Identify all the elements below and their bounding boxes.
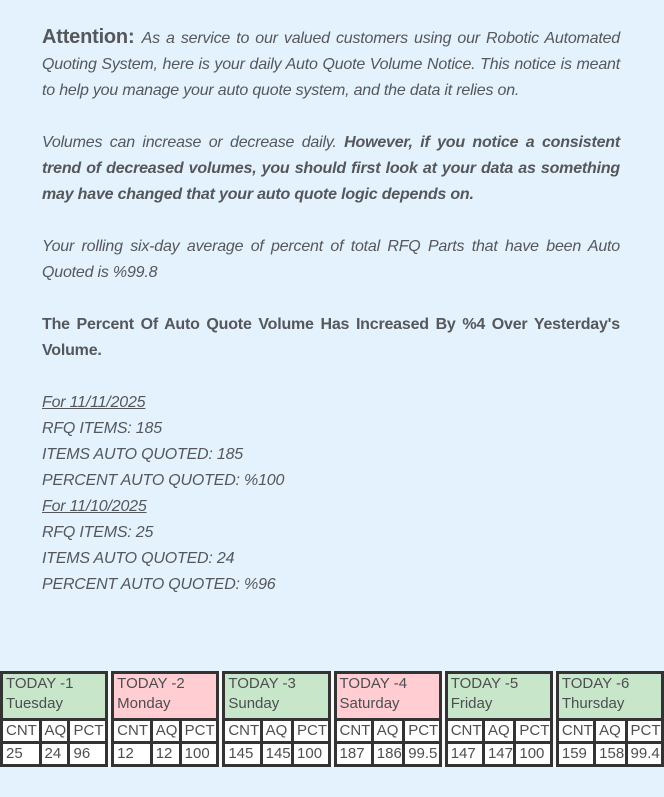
day-header: TODAY -6 Thursday	[558, 674, 662, 718]
value-cell: 24	[41, 744, 68, 764]
volumes-warning-text: However, if you notice a consistent tren…	[42, 134, 620, 203]
value-cell: 99.4	[627, 744, 662, 764]
column-header-row: CNT AQ PCT	[447, 721, 550, 741]
value-cell: 145	[225, 744, 260, 764]
detail-line-rfq-items: RFQ ITEMS: 185	[42, 420, 162, 437]
day-header: TODAY -3 Sunday	[225, 674, 328, 718]
value-row: 12 12 100	[114, 744, 217, 764]
column-header: AQ	[152, 721, 179, 741]
day-header: TODAY -1 Tuesday	[3, 674, 106, 718]
detail-line-items-auto-quoted: ITEMS AUTO QUOTED: 24	[42, 550, 235, 567]
day-table-2: TODAY -2 Monday CNT AQ PCT 12 12 100	[111, 671, 220, 767]
column-header: CNT	[3, 721, 39, 741]
value-row: 159 158 99.4	[558, 744, 662, 764]
column-header-row: CNT AQ PCT	[558, 721, 662, 741]
column-header: AQ	[262, 721, 292, 741]
column-header: PCT	[405, 721, 439, 741]
value-cell: 147	[447, 744, 482, 764]
value-row: 187 186 99.5	[336, 744, 439, 764]
value-cell: 100	[294, 744, 328, 764]
detail-line-items-auto-quoted: ITEMS AUTO QUOTED: 185	[42, 446, 243, 463]
day-offset-label: TODAY -4	[339, 675, 408, 692]
value-cell: 186	[373, 744, 403, 764]
volume-change-heading: The Percent Of Auto Quote Volume Has Inc…	[42, 316, 620, 359]
value-row: 25 24 96	[3, 744, 106, 764]
column-header-row: CNT AQ PCT	[336, 721, 439, 741]
column-header: CNT	[447, 721, 482, 741]
value-cell: 147	[484, 744, 514, 764]
day-name-label: Saturday	[339, 695, 400, 712]
day-tables-row: TODAY -1 Tuesday CNT AQ PCT 25 24 96 TODAY -2 Mon…	[0, 671, 664, 767]
day-table-1: TODAY -1 Tuesday CNT AQ PCT 25 24 96	[0, 671, 109, 767]
column-header: PCT	[294, 721, 328, 741]
column-header: AQ	[41, 721, 68, 741]
value-cell: 12	[114, 744, 150, 764]
day-offset-label: TODAY -1	[6, 675, 74, 692]
attention-intro-text: As a service to our valued customers usi…	[42, 30, 620, 99]
column-header: PCT	[70, 721, 106, 741]
column-header: CNT	[336, 721, 371, 741]
date-heading: For 11/11/2025	[42, 394, 146, 411]
day-name-label: Friday	[450, 695, 493, 712]
value-cell: 96	[70, 744, 106, 764]
volume-trend-paragraph: Volumes can increase or decrease daily. …	[42, 130, 620, 208]
volumes-normal-text: Volumes can increase or decrease daily.	[42, 134, 345, 151]
day-name-label: Monday	[117, 695, 171, 712]
column-header: CNT	[558, 721, 594, 741]
column-header-row: CNT AQ PCT	[114, 721, 217, 741]
column-header: CNT	[225, 721, 260, 741]
day-header: TODAY -4 Saturday	[336, 674, 439, 718]
day-offset-label: TODAY -6	[561, 675, 630, 692]
value-cell: 25	[3, 744, 39, 764]
daily-detail-section: For 11/11/2025 RFQ ITEMS: 185 ITEMS AUTO…	[42, 390, 620, 598]
day-table-6: TODAY -6 Thursday CNT AQ PCT 159 158 99.4	[555, 671, 664, 767]
column-header: CNT	[114, 721, 150, 741]
attention-paragraph: Attention: As a service to our valued cu…	[42, 24, 620, 104]
value-cell: 100	[516, 744, 550, 764]
value-cell: 145	[262, 744, 292, 764]
day-offset-label: TODAY -2	[117, 675, 185, 692]
value-cell: 99.5	[405, 744, 439, 764]
column-header-row: CNT AQ PCT	[225, 721, 328, 741]
day-header: TODAY -5 Friday	[447, 674, 550, 718]
value-row: 145 145 100	[225, 744, 328, 764]
attention-label: Attention:	[42, 26, 142, 48]
detail-line-percent-auto-quoted: PERCENT AUTO QUOTED: %96	[42, 576, 276, 593]
day-table-5: TODAY -5 Friday CNT AQ PCT 147 147 100	[444, 671, 553, 767]
day-table-3: TODAY -3 Sunday CNT AQ PCT 145 145 100	[222, 671, 331, 767]
day-table-4: TODAY -4 Saturday CNT AQ PCT 187 186 99.5	[333, 671, 442, 767]
column-header: AQ	[373, 721, 403, 741]
value-cell: 187	[336, 744, 371, 764]
notice-body: Attention: As a service to our valued cu…	[42, 24, 620, 598]
day-offset-label: TODAY -3	[228, 675, 296, 692]
date-heading: For 11/10/2025	[42, 498, 147, 515]
value-cell: 100	[181, 744, 217, 764]
value-row: 147 147 100	[447, 744, 550, 764]
day-offset-label: TODAY -5	[450, 675, 519, 692]
detail-line-rfq-items: RFQ ITEMS: 25	[42, 524, 154, 541]
column-header-row: CNT AQ PCT	[3, 721, 106, 741]
column-header: PCT	[516, 721, 550, 741]
day-header: TODAY -2 Monday	[114, 674, 217, 718]
value-cell: 12	[152, 744, 179, 764]
day-name-label: Thursday	[561, 695, 625, 712]
value-cell: 159	[558, 744, 594, 764]
column-header: PCT	[627, 721, 662, 741]
value-cell: 158	[596, 744, 625, 764]
rolling-average-paragraph: Your rolling six-day average of percent …	[42, 238, 620, 281]
day-name-label: Sunday	[228, 695, 280, 712]
detail-line-percent-auto-quoted: PERCENT AUTO QUOTED: %100	[42, 472, 285, 489]
column-header: AQ	[484, 721, 514, 741]
day-name-label: Tuesday	[6, 695, 63, 712]
column-header: AQ	[596, 721, 625, 741]
column-header: PCT	[181, 721, 217, 741]
